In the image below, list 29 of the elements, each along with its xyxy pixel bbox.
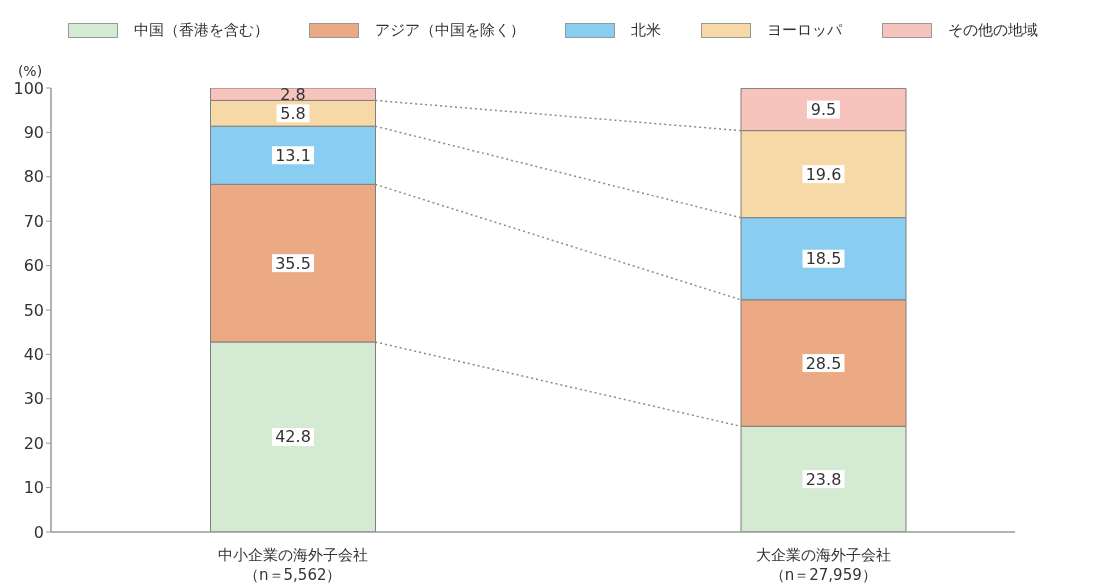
y-tick-label: 60 (23, 256, 44, 276)
data-label: 28.5 (805, 353, 842, 373)
y-tick-label: 100 (13, 78, 44, 98)
data-label: 2.8 (280, 84, 306, 104)
data-label: 13.1 (275, 145, 311, 165)
y-tick-label: 0 (33, 522, 44, 542)
legend-label: 北米 (630, 20, 661, 40)
y-tick-label: 40 (23, 345, 44, 365)
y-tick-label: 70 (23, 211, 44, 231)
y-tick-label: 30 (23, 389, 44, 409)
y-tick-label: 80 (23, 167, 44, 187)
y-tick-label: 50 (23, 300, 44, 320)
x-tick-label: 大企業の海外子会社（n＝27,959） (754, 545, 892, 585)
data-label: 23.8 (805, 469, 842, 489)
x-tick-label: 中小企業の海外子会社（n＝5,562） (216, 545, 369, 585)
y-tick-label: 90 (23, 123, 44, 143)
data-label: 5.8 (280, 103, 306, 123)
data-label: 42.8 (275, 427, 311, 447)
legend-label: その他の地域 (947, 20, 1038, 40)
data-label: 9.5 (810, 100, 837, 120)
data-label: 35.5 (275, 253, 311, 273)
y-tick-label: 10 (23, 478, 44, 498)
legend-label: ヨーロッパ (766, 20, 842, 40)
data-label: 19.6 (805, 164, 842, 184)
data-label: 18.5 (805, 249, 842, 269)
legend-label: 中国（香港を含む） (133, 20, 269, 40)
legend-label: アジア（中国を除く） (374, 20, 525, 40)
y-tick-label: 20 (23, 433, 44, 453)
y-axis-title: (%) (17, 63, 43, 79)
